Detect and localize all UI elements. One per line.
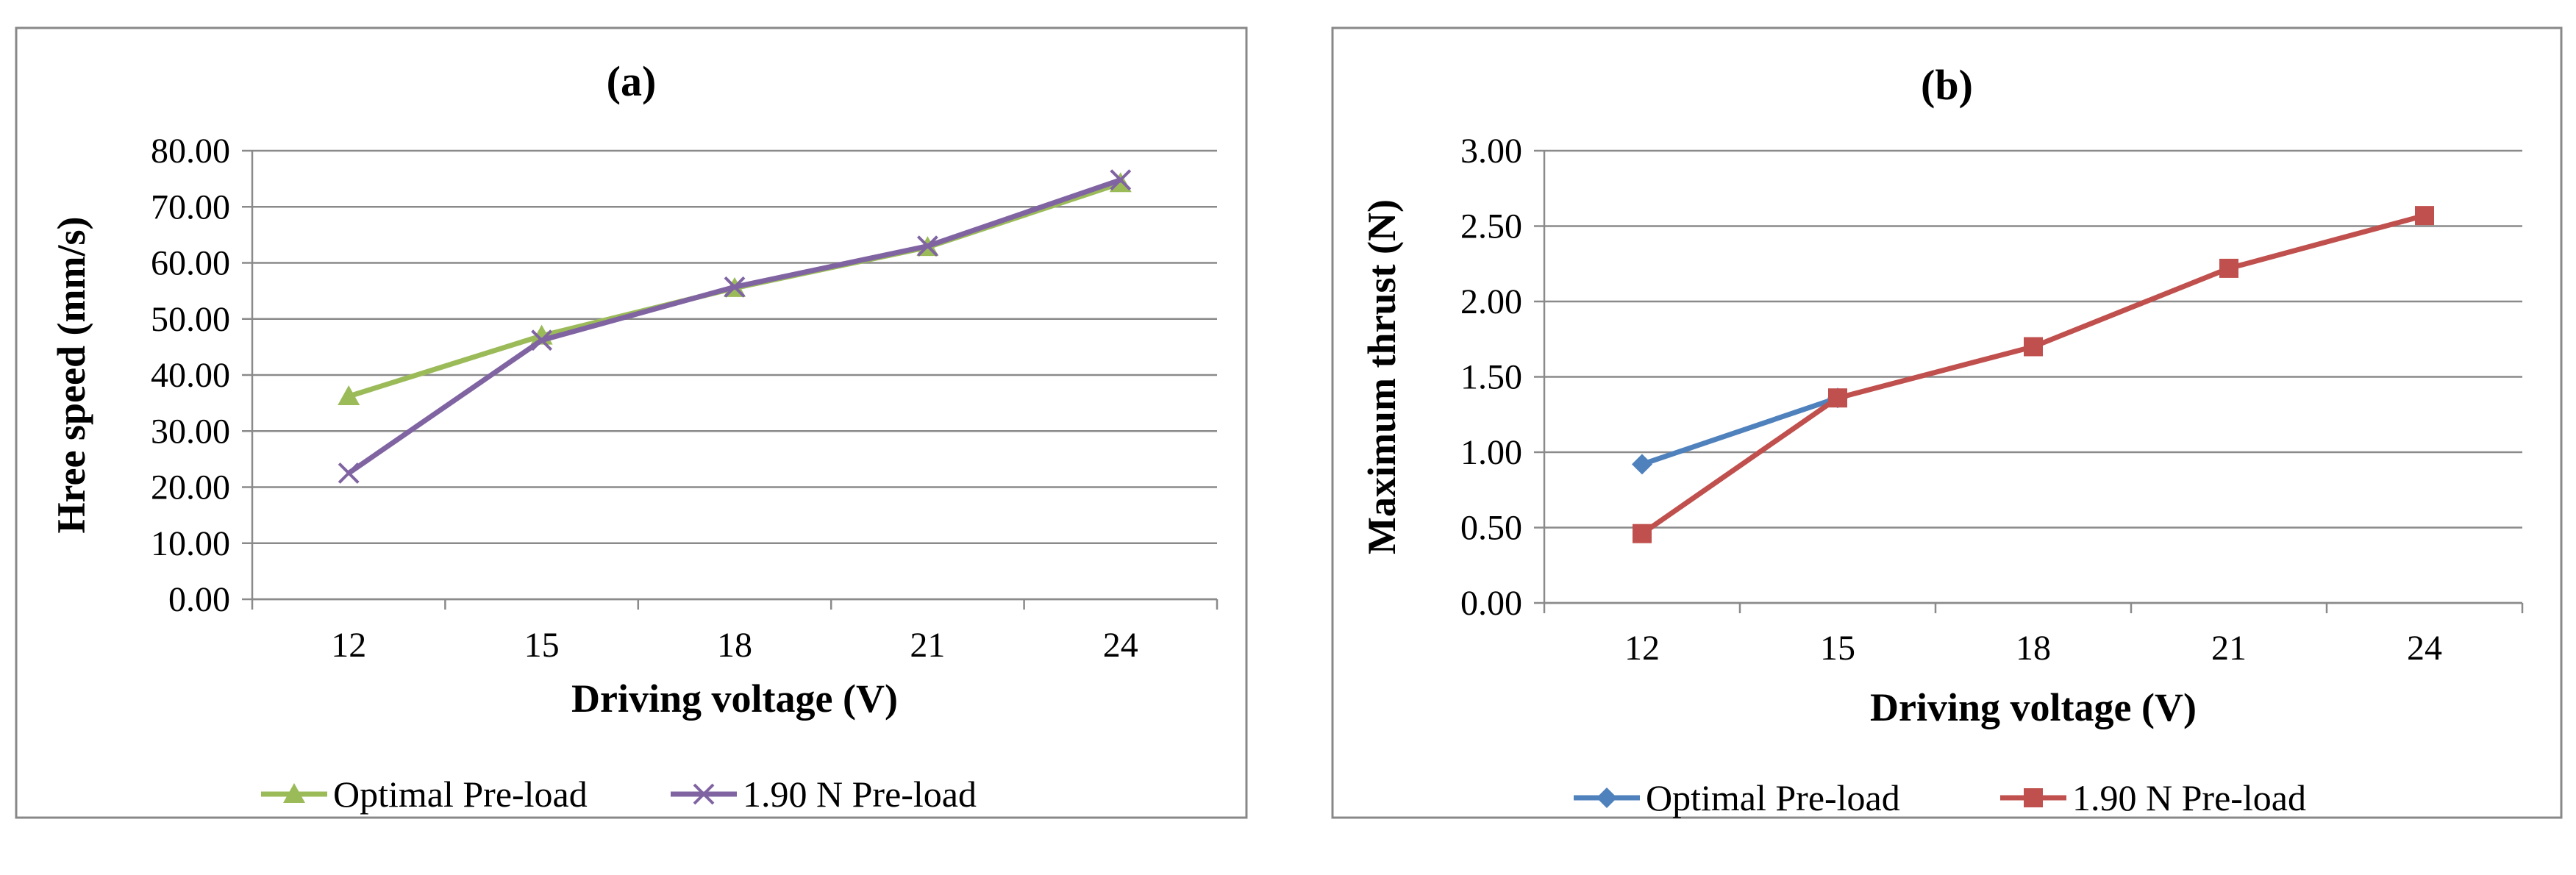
chart-b-y-tick-label: 2.00	[1460, 282, 1522, 321]
chart-a-series-2-point-stroke-2	[916, 235, 938, 257]
chart-a-legend-swatch-marker	[283, 783, 305, 803]
chart-a-series-2-point	[338, 463, 360, 484]
chart-a-y-tick-label: 40.00	[151, 356, 230, 395]
chart-b-y-tick-label: 3.00	[1460, 132, 1522, 171]
chart-b-legend-swatch-marker	[1596, 788, 1617, 808]
chart-a-y-axis-title: Hree speed (mm/s)	[49, 217, 93, 534]
chart-b: (b) 0.00 0.50 1.00 1.50 2.00 2.50 3.00 12 15 18 21 2…	[1331, 26, 2563, 819]
chart-a-y-tick-label: 30.00	[151, 412, 230, 451]
chart-a-y-tick-label: 80.00	[151, 132, 230, 171]
chart-a-x-tick-label: 12	[331, 626, 366, 665]
chart-a-series-2-point-stroke-2	[531, 329, 553, 351]
chart-a-x-tick-label: 24	[1103, 626, 1138, 665]
chart-b-x-tick-label: 15	[1820, 629, 1855, 668]
chart-a-legend-swatch-marker-stroke-2	[693, 783, 715, 805]
chart-b-y-tick-label: 1.50	[1460, 358, 1522, 397]
chart-a-y-tick-label: 50.00	[151, 300, 230, 339]
chart-b-legend-label: Optimal Pre-load	[1646, 777, 1900, 818]
chart-b-y-tick-label: 1.00	[1460, 433, 1522, 472]
chart-b-series-1-line	[1641, 395, 1839, 467]
chart-b-legend-item-1: Optimal Pre-load	[1574, 777, 1900, 818]
chart-a-y-tick-label: 0.00	[168, 580, 230, 619]
chart-a-series-1-point	[338, 385, 360, 405]
chart-a-series-2-point-stroke-2	[338, 463, 360, 484]
chart-a-legend-item-1: Optimal Pre-load	[261, 774, 588, 815]
chart-a-y-tick-label: 20.00	[151, 468, 230, 507]
chart-a-series-2-point-stroke-2	[724, 276, 746, 298]
chart-b-legend-label: 1.90 N Pre-load	[2072, 777, 2306, 818]
chart-a-title: (a)	[607, 57, 657, 105]
chart-a-series-2-point	[1110, 169, 1132, 191]
chart-b-series-2-point	[2219, 258, 2238, 278]
chart-b-x-axis-title: Driving voltage (V)	[1870, 685, 2197, 729]
chart-b-y-tick-label: 2.50	[1460, 207, 1522, 246]
chart-a-y-tick-label: 60.00	[151, 244, 230, 283]
chart-b-y-tick-label: 0.50	[1460, 509, 1522, 548]
chart-a-y-tick-label: 70.00	[151, 188, 230, 226]
chart-a-series-2-point-stroke-2	[1110, 169, 1132, 191]
chart-a-legend-label: Optimal Pre-load	[333, 774, 588, 815]
chart-b-series-2-point	[1633, 524, 1652, 543]
chart-b-series-2-point	[2415, 206, 2434, 226]
chart-a-legend-swatch-marker	[693, 783, 715, 805]
chart-b-x-tick-label: 12	[1624, 629, 1660, 668]
chart-b-x-tick-label: 24	[2407, 629, 2442, 668]
chart-a-series-2-point	[724, 276, 746, 298]
chart-a-x-tick-label: 18	[717, 626, 752, 665]
chart-a-legend-item-2: 1.90 N Pre-load	[671, 774, 977, 815]
chart-b-title: (b)	[1921, 61, 1973, 109]
chart-b-frame	[1331, 26, 2563, 819]
chart-b-legend-swatch-marker	[2024, 788, 2043, 807]
chart-b-series-2-point	[1828, 388, 1847, 408]
chart-b-series-2-point	[2024, 337, 2043, 357]
chart-b-legend-item-2: 1.90 N Pre-load	[2000, 777, 2306, 818]
chart-a-series-2-point	[531, 329, 553, 351]
chart-a-legend-label: 1.90 N Pre-load	[743, 774, 977, 815]
chart-b-x-tick-label: 18	[2016, 629, 2051, 668]
chart-b-y-tick-label: 0.00	[1460, 584, 1522, 623]
chart-b-series-1-point	[1632, 454, 1652, 475]
chart-a-x-tick-label: 21	[910, 626, 945, 665]
chart-b-y-axis-title: Maximum thrust (N)	[1360, 199, 1404, 554]
chart-a-x-axis-title: Driving voltage (V)	[571, 676, 898, 721]
chart-b-x-tick-label: 21	[2211, 629, 2247, 668]
chart-a: (a) 0.00 10.00 20.00 30.00 40.00 50.00 60.00 70.…	[15, 26, 1248, 819]
chart-a-frame	[15, 26, 1248, 819]
chart-a-series-2-point	[916, 235, 938, 257]
chart-a-y-tick-label: 10.00	[151, 524, 230, 563]
chart-a-x-tick-label: 15	[524, 626, 560, 665]
